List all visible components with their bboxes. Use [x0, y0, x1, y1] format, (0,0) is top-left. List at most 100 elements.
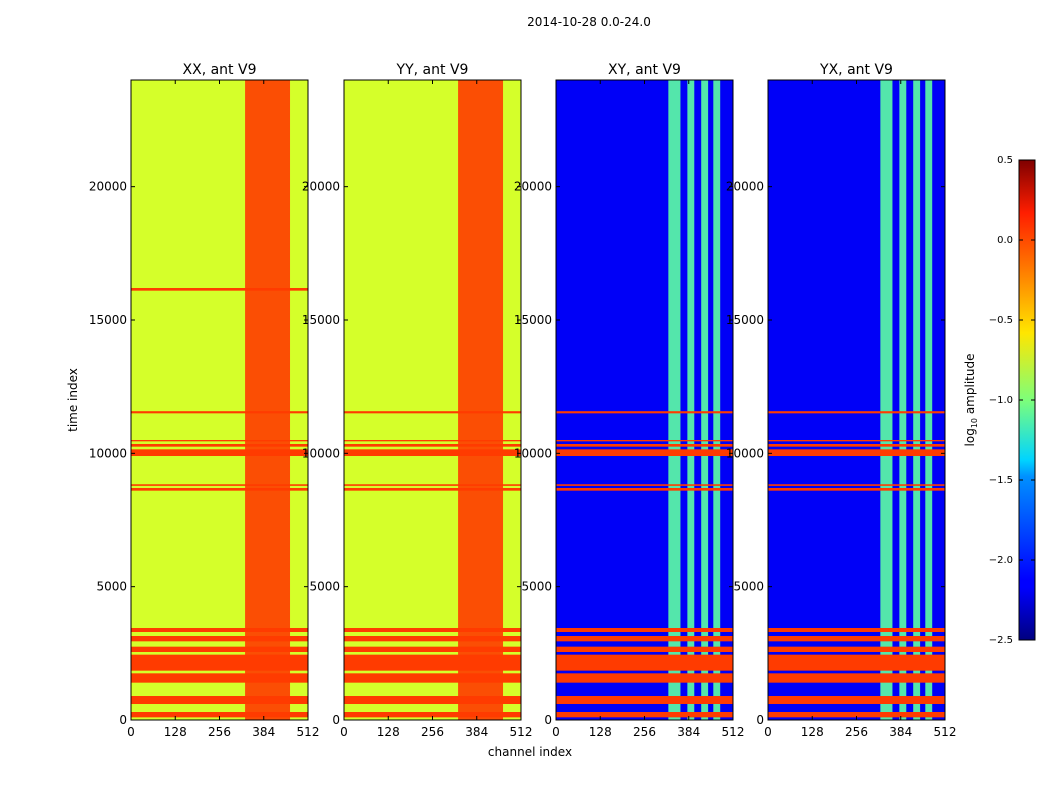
x-tick-label: 128: [164, 725, 187, 739]
x-tick-label: 384: [889, 725, 912, 739]
y-tick-label: 0: [332, 713, 340, 727]
heatmap-flagged-row: [556, 484, 733, 486]
panel-title: YX, ant V9: [819, 62, 893, 78]
heatmap-flagged-row: [344, 628, 521, 632]
heatmap-flagged-row: [556, 696, 733, 704]
heatmap-flagged-row: [768, 411, 945, 414]
y-tick-label: 0: [756, 713, 764, 727]
heatmap-flagged-row: [344, 444, 521, 447]
y-tick-label: 20000: [89, 180, 127, 194]
heatmap-channel-band: [245, 80, 291, 720]
heatmap-flagged-row: [556, 712, 733, 718]
x-tick-label: 512: [722, 725, 745, 739]
heatmap-flagged-row: [344, 411, 521, 414]
y-tick-label: 5000: [309, 580, 340, 594]
heatmap-flagged-row: [344, 712, 521, 718]
heatmap-flagged-row: [131, 646, 308, 652]
heatmap-flagged-row: [768, 444, 945, 447]
heatmap-flagged-row: [556, 654, 733, 671]
heatmap-flagged-row: [131, 411, 308, 414]
x-tick-label: 0: [127, 725, 135, 739]
heatmap-flagged-row: [344, 440, 521, 442]
heatmap-flagged-row: [556, 488, 733, 491]
x-tick-label: 512: [297, 725, 320, 739]
colorbar-tick-label: −2.0: [989, 555, 1013, 566]
heatmap-flagged-row: [768, 673, 945, 683]
heatmap-flagged-row: [768, 488, 945, 491]
heatmap-channel-band: [458, 80, 504, 720]
colorbar-label: log10 amplitude: [963, 354, 979, 447]
heatmap-flagged-row: [131, 636, 308, 642]
heatmap-flagged-row: [131, 488, 308, 491]
x-tick-label: 128: [801, 725, 824, 739]
heatmap-flagged-row: [344, 696, 521, 704]
x-tick-label: 128: [589, 725, 612, 739]
x-tick-label: 384: [677, 725, 700, 739]
y-tick-label: 20000: [726, 180, 764, 194]
panels: XX, ant V9 0 128 256 384 512 0 5000 10000 15000 20…: [66, 62, 956, 759]
heatmap-flagged-row: [556, 673, 733, 683]
y-tick-label: 5000: [521, 580, 552, 594]
colorbar: −2.5 −2.0 −1.5 −1.0 −0.5 0.0 0.5 log10 amplitu…: [963, 155, 1036, 646]
heatmap-flagged-row: [768, 712, 945, 718]
x-tick-label: 256: [845, 725, 868, 739]
x-tick-label: 0: [340, 725, 348, 739]
heatmap-flagged-row: [131, 673, 308, 683]
y-tick-label: 10000: [726, 446, 764, 460]
heatmap-flagged-row: [768, 484, 945, 486]
heatmap-flagged-row: [556, 646, 733, 652]
y-tick-label: 10000: [89, 446, 127, 460]
x-tick-label: 128: [377, 725, 400, 739]
heatmap-channel-band: [913, 80, 921, 720]
heatmap-flagged-row: [556, 411, 733, 414]
heatmap-flagged-row: [768, 696, 945, 704]
x-tick-label: 0: [764, 725, 772, 739]
heatmap-flagged-row: [344, 654, 521, 671]
heatmap-flagged-row: [344, 449, 521, 456]
heatmap-channel-band: [925, 80, 933, 720]
heatmap-channel-band: [668, 80, 681, 720]
heatmap-channel-band: [701, 80, 709, 720]
heatmap-flagged-row: [344, 673, 521, 683]
y-tick-label: 15000: [89, 313, 127, 327]
heatmap-flagged-row: [344, 636, 521, 642]
panel-2: YY, ant V9 0 128 256 384 512 0 5000 10000 15000 20…: [302, 62, 572, 759]
heatmap-flagged-row: [344, 488, 521, 491]
y-tick-label: 0: [544, 713, 552, 727]
heatmap-flagged-row: [768, 628, 945, 632]
heatmap-channel-band: [687, 80, 695, 720]
heatmap-flagged-row: [131, 444, 308, 447]
colorbar-tick-label: −1.0: [989, 395, 1013, 406]
panel-title: XY, ant V9: [608, 62, 681, 78]
colorbar-tick-label: 0.0: [997, 235, 1013, 246]
y-tick-label: 15000: [514, 313, 552, 327]
heatmap-flagged-row: [131, 484, 308, 486]
y-tick-label: 20000: [514, 180, 552, 194]
y-tick-label: 15000: [302, 313, 340, 327]
y-tick-label: 10000: [302, 446, 340, 460]
y-axis-label: time index: [66, 368, 80, 432]
y-tick-label: 20000: [302, 180, 340, 194]
x-tick-label: 512: [934, 725, 957, 739]
heatmap-flagged-row: [768, 654, 945, 671]
x-tick-label: 384: [465, 725, 488, 739]
figure-suptitle: 2014-10-28 0.0-24.0: [527, 15, 651, 29]
heatmap-flagged-row: [768, 440, 945, 442]
panel-3: XY, ant V9 0 128 256 384 512 0 5000 10000 15000 20…: [514, 62, 745, 739]
colorbar-tick-label: −1.5: [989, 475, 1013, 486]
x-tick-label: 256: [633, 725, 656, 739]
heatmap-flagged-row: [131, 440, 308, 442]
x-tick-label: 384: [252, 725, 275, 739]
x-tick-label: 0: [552, 725, 560, 739]
heatmap-flagged-row: [556, 440, 733, 442]
heatmap-flagged-row: [344, 646, 521, 652]
y-tick-label: 5000: [733, 580, 764, 594]
panel-1: XX, ant V9 0 128 256 384 512 0 5000 10000 15000 20…: [66, 62, 319, 739]
panel-title: XX, ant V9: [183, 62, 257, 78]
y-tick-label: 10000: [514, 446, 552, 460]
heatmap-flagged-row: [556, 636, 733, 642]
panel-4: YX, ant V9 0 128 256 384 512 0 5000 10000 15000 20…: [726, 62, 957, 739]
heatmap-flagged-row: [556, 628, 733, 632]
y-tick-label: 5000: [96, 580, 127, 594]
y-tick-label: 0: [119, 713, 127, 727]
